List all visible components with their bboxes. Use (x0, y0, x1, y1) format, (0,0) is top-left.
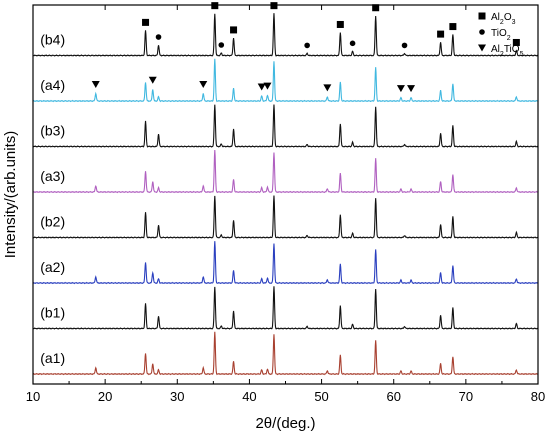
tio2-marker (155, 34, 162, 40)
x-axis: 10 20 30 40 50 60 70 80 (26, 5, 545, 404)
al2tio5-marker (199, 80, 208, 88)
y-axis-title: Intensity/(arb.units) (2, 131, 19, 259)
pattern-label-a2: (a2) (40, 259, 65, 275)
al2tio5-marker (396, 85, 405, 93)
pattern-label-b4: (b4) (40, 32, 65, 48)
legend-marker-square (478, 12, 486, 20)
al2o3-marker (449, 23, 457, 31)
al2o3-marker (437, 30, 445, 38)
al2o3-marker (512, 38, 520, 46)
tio2-marker (218, 42, 225, 48)
peak-markers-group (91, 2, 520, 93)
al2tio5-marker (263, 82, 272, 90)
al2tio5-marker (91, 80, 100, 88)
x-tick-label: 40 (242, 389, 256, 404)
x-tick-label: 30 (170, 389, 184, 404)
x-tick-label: 10 (26, 389, 40, 404)
al2o3-marker (372, 4, 380, 12)
xrd-trace-a2 (32, 241, 539, 285)
tio2-marker (401, 42, 408, 49)
pattern-label-a1: (a1) (40, 350, 65, 366)
al2o3-marker (230, 26, 238, 34)
al2tio5-marker (407, 85, 416, 93)
legend-label: Al2TiO5 (491, 44, 524, 58)
x-tick-label: 60 (386, 389, 400, 404)
xrd-trace-b2 (32, 195, 539, 239)
xrd-trace-b1 (32, 286, 539, 330)
xrd-trace-a1 (32, 331, 539, 376)
legend-label: Al2O3 (491, 12, 516, 26)
x-tick-label: 70 (459, 389, 473, 404)
al2o3-marker (142, 18, 150, 26)
xrd-trace-a3 (32, 149, 539, 194)
al2o3-marker (336, 20, 344, 28)
al2tio5-marker (323, 84, 332, 92)
al2tio5-marker (257, 83, 266, 91)
xrd-trace-b4 (32, 13, 539, 57)
pattern-label-b3: (b3) (40, 123, 65, 139)
x-tick-label: 80 (531, 389, 545, 404)
al2tio5-marker (148, 76, 157, 84)
legend-label: TiO2 (491, 28, 511, 42)
pattern-label-a4: (a4) (40, 77, 65, 93)
x-tick-label: 50 (314, 389, 328, 404)
pattern-labels-group: (a1) (b1) (a2) (b2) (a3) (b3) (a4) (b4) (40, 32, 65, 367)
al2o3-marker (270, 2, 278, 10)
legend: Al2O3 TiO2 Al2TiO5 (478, 12, 524, 58)
tio2-marker (304, 42, 310, 49)
pattern-label-b2: (b2) (40, 214, 65, 230)
x-tick-label: 20 (98, 389, 112, 404)
tio2-marker (349, 40, 356, 47)
legend-marker-triangle-down (478, 44, 486, 52)
pattern-label-b1: (b1) (40, 305, 65, 321)
xrd-trace-b3 (32, 104, 539, 148)
plot-frame (32, 4, 539, 385)
legend-marker-circle (479, 29, 485, 35)
traces-group (32, 13, 539, 376)
al2o3-marker (211, 2, 219, 10)
xrd-trace-a4 (32, 58, 539, 103)
x-axis-title: 2θ/(deg.) (255, 415, 315, 432)
pattern-label-a3: (a3) (40, 168, 65, 184)
